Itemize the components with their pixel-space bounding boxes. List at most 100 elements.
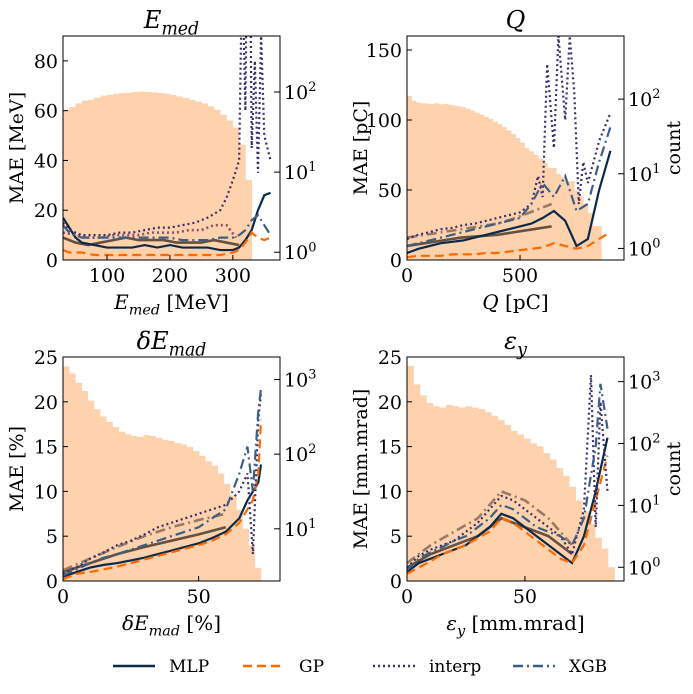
hist-bar (569, 181, 575, 260)
hist-bar (426, 403, 434, 581)
hist-bar (232, 127, 240, 260)
hist-bar (119, 93, 127, 260)
x-tick-label: 200 (152, 265, 188, 287)
hist-bar (138, 91, 146, 260)
hist-bar (465, 108, 471, 260)
y-tick-label: 50 (378, 180, 402, 202)
hist-bar (211, 465, 218, 581)
y-tick-label: 0 (390, 250, 402, 272)
hist-bar (132, 92, 139, 260)
hist-bar (471, 407, 479, 581)
series-XGB (63, 213, 272, 242)
plot-area (63, 36, 272, 260)
y-axis-label: MAE [MeV] (6, 92, 28, 204)
panel-title: δEmad (137, 327, 207, 361)
y-tick-label: 100 (366, 110, 402, 132)
hist-bar (186, 446, 194, 581)
hist-bar (162, 439, 169, 581)
hist-bar (425, 103, 430, 260)
hist-bar (149, 435, 157, 581)
hist-bar (595, 537, 602, 581)
hist-bar (452, 406, 460, 581)
y2-axis-label: count (663, 442, 685, 497)
hist-bar (445, 404, 453, 581)
y2-tick-label: 101 (628, 162, 660, 186)
hist-bar (439, 407, 447, 581)
hist-bar (106, 421, 113, 581)
x-tick-label: 0 (401, 586, 413, 608)
hist-bar (438, 104, 444, 260)
hist-bar (63, 109, 70, 260)
hist-bar (517, 434, 525, 581)
y2-tick-label: 101 (284, 160, 316, 184)
y-tick-label: 15 (34, 437, 58, 459)
axes-frame (406, 356, 625, 582)
hist-bar (75, 103, 83, 260)
hist-bar (536, 446, 544, 581)
y-tick-label: 15 (378, 437, 402, 459)
hist-bar (420, 103, 426, 260)
x-tick-label: 50 (513, 586, 537, 608)
hist-bar (596, 225, 602, 260)
x-axis-label: Emed [MeV] (113, 290, 229, 319)
hist-bar (565, 181, 571, 260)
histogram (63, 366, 262, 581)
hist-bar (491, 415, 499, 581)
legend-label-XGB: XGB (569, 657, 607, 677)
y-tick-label: 0 (46, 571, 58, 593)
hist-bar (155, 437, 163, 581)
y2-axis-label: count (663, 121, 685, 176)
hist-bar (569, 486, 576, 581)
hist-bar (474, 112, 480, 260)
panel-title: Emed (143, 6, 199, 40)
hist-bar (530, 443, 538, 581)
panel-dE_mad: 0 50 0 5 10 15 20 25 101 102 103 δEmad δEmad [%] MAE … (6, 327, 316, 640)
hist-bar (125, 92, 133, 260)
y-tick-label: 5 (46, 526, 58, 548)
hist-bar (81, 391, 89, 581)
hist-bar (118, 431, 126, 581)
hist-bar (587, 212, 593, 260)
panel-Q: 0 500 0 50 100 150 100 101 102 Q Q [pC] MAE [pC] cou… (350, 6, 685, 314)
hist-bar (549, 459, 557, 581)
panel-title: Q (506, 6, 526, 34)
hist-bar (524, 148, 530, 260)
hist-bar (254, 567, 262, 581)
series-interp (407, 36, 612, 241)
y-tick-label: 5 (390, 526, 402, 548)
histogram (407, 365, 615, 581)
hist-bar (236, 509, 243, 581)
hist-bar (510, 430, 518, 581)
hist-bar (556, 173, 562, 260)
hist-bar (169, 94, 177, 260)
hist-bar (163, 93, 171, 260)
hist-bar (93, 409, 101, 581)
hist-bar (543, 453, 551, 581)
hist-bar (248, 545, 256, 581)
hist-bar (69, 106, 76, 260)
hist-bar (492, 121, 498, 260)
hist-bar (100, 416, 107, 581)
x-tick-label: 100 (89, 265, 125, 287)
legend-label-MLP: MLP (169, 657, 209, 677)
x-axis-label: εy [mm.mrad] (446, 611, 584, 640)
legend-label-GP: GP (299, 657, 324, 677)
hist-bar (220, 114, 227, 260)
x-tick-label: 0 (57, 586, 69, 608)
panel-E_med: 100 200 300 0 20 40 60 80 100 101 102 Emed Emed [MeV… (6, 6, 316, 319)
hist-bar (497, 419, 505, 581)
hist-bar (461, 107, 467, 260)
hist-bar (419, 395, 427, 581)
hist-bar (483, 116, 489, 260)
hist-bar (488, 119, 494, 260)
y2-tick-label: 100 (628, 236, 660, 260)
hist-bar (176, 96, 183, 260)
hist-bar (157, 93, 164, 260)
hist-bar (226, 120, 234, 260)
hist-bar (124, 434, 132, 581)
hist-bar (601, 548, 609, 581)
hist-bar (533, 154, 539, 260)
y-tick-label: 0 (390, 571, 402, 593)
hist-bar (443, 103, 448, 260)
